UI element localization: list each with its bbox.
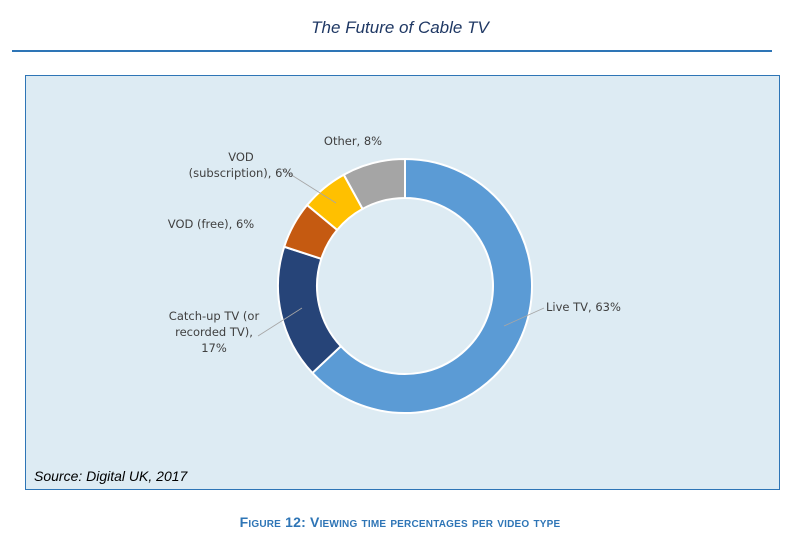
donut-slice-catch-up-tv-or-recorded-tv bbox=[277, 245, 343, 375]
leader-line-1 bbox=[257, 307, 303, 337]
data-label-vod-subscription: VOD (subscription), 6% bbox=[189, 150, 294, 180]
figure-caption: Figure 12: Viewing time percentages per … bbox=[0, 514, 800, 530]
figure-caption-text: Figure 12: Viewing time percentages per … bbox=[239, 514, 561, 530]
leader-line-0 bbox=[503, 307, 545, 327]
data-label-catch-up-tv-or-recorded-tv: Catch-up TV (or recorded TV), 17% bbox=[169, 309, 260, 355]
chart-panel: Live TV, 63% Catch-up TV (or recorded TV),… bbox=[25, 75, 780, 490]
leader-line-3 bbox=[281, 168, 337, 204]
donut-chart: Live TV, 63% Catch-up TV (or recorded TV),… bbox=[168, 134, 621, 414]
data-label-live-tv: Live TV, 63% bbox=[546, 300, 621, 314]
source-note: Source: Digital UK, 2017 bbox=[34, 468, 188, 484]
document-header-title: The Future of Cable TV bbox=[311, 18, 489, 37]
donut-slice-other bbox=[342, 157, 406, 211]
header-divider bbox=[12, 50, 772, 52]
data-label-other: Other, 8% bbox=[324, 134, 382, 148]
donut-slice-live-tv bbox=[311, 157, 533, 414]
data-label-vod-free: VOD (free), 6% bbox=[168, 217, 255, 231]
